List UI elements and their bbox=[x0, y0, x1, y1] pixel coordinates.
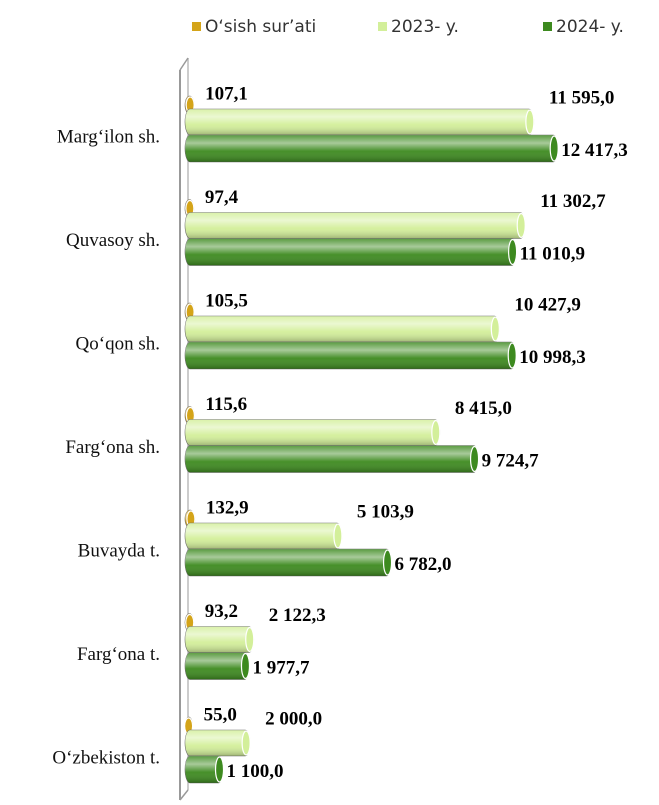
value-label: 115,6 bbox=[205, 394, 247, 415]
value-label: 55,0 bbox=[204, 704, 237, 725]
value-label: 1 100,0 bbox=[227, 761, 284, 782]
legend-swatch bbox=[378, 22, 387, 31]
category-label: Quvasoy sh. bbox=[66, 230, 160, 251]
value-label: 2 122,3 bbox=[269, 605, 326, 626]
legend-label: 2023- y. bbox=[391, 17, 459, 37]
value-label: 93,2 bbox=[205, 601, 238, 622]
bar-cap bbox=[507, 342, 517, 369]
value-label: 11 010,9 bbox=[520, 243, 585, 264]
bar-shine bbox=[185, 523, 342, 549]
legend-swatch bbox=[192, 22, 201, 31]
bar-shine bbox=[185, 652, 250, 680]
bar-cap bbox=[490, 316, 500, 342]
category-label: Buvayda t. bbox=[78, 540, 160, 561]
value-label: 11 595,0 bbox=[549, 87, 614, 108]
value-label: 8 415,0 bbox=[455, 398, 512, 419]
bar-shine bbox=[185, 756, 224, 783]
value-label: 9 724,7 bbox=[482, 450, 539, 471]
bar-cap bbox=[431, 419, 441, 446]
category-label: Qo‘qon sh. bbox=[76, 333, 160, 354]
bar-cap bbox=[508, 238, 518, 266]
bar-cap bbox=[214, 756, 225, 783]
value-label: 97,4 bbox=[205, 187, 239, 208]
category-label: Marg‘ilon sh. bbox=[57, 126, 160, 147]
legend-label: O‘sish sur’ati bbox=[205, 17, 316, 37]
bar-cap bbox=[469, 445, 480, 473]
bar-shine bbox=[185, 316, 500, 342]
value-label: 10 427,9 bbox=[514, 294, 581, 315]
value-label: 1 977,7 bbox=[252, 657, 309, 678]
bar-cap bbox=[382, 549, 393, 576]
bar-cap bbox=[240, 652, 251, 680]
value-label: 11 302,7 bbox=[540, 191, 606, 212]
value-label: 12 417,3 bbox=[561, 140, 628, 161]
bar-cap bbox=[333, 523, 343, 549]
category-label: O‘zbekiston t. bbox=[52, 747, 160, 768]
value-label: 107,1 bbox=[205, 83, 248, 104]
bar-shine bbox=[185, 626, 254, 653]
legend-label: 2024- y. bbox=[556, 17, 624, 37]
bar-shine bbox=[185, 730, 251, 756]
bar-shine bbox=[185, 135, 559, 162]
value-label: 105,5 bbox=[205, 290, 248, 311]
value-label: 5 103,9 bbox=[357, 501, 414, 522]
bar-shine bbox=[185, 342, 517, 369]
bar-cap bbox=[549, 135, 559, 162]
bar-cap bbox=[241, 730, 251, 756]
bar-shine bbox=[185, 238, 517, 266]
category-label: Farg‘ona sh. bbox=[65, 437, 160, 458]
legend-swatch bbox=[543, 22, 552, 31]
category-label: Farg‘ona t. bbox=[77, 644, 160, 665]
value-label: 10 998,3 bbox=[519, 347, 586, 368]
value-label: 132,9 bbox=[206, 497, 249, 518]
bar-cap bbox=[516, 212, 526, 239]
value-label: 2 000,0 bbox=[265, 708, 322, 729]
bar-shine bbox=[185, 212, 526, 239]
bar-shine bbox=[185, 549, 392, 576]
bar-shine bbox=[185, 109, 534, 135]
bar-cap bbox=[245, 626, 255, 653]
bar-shine bbox=[185, 445, 479, 473]
bar-cap bbox=[525, 109, 535, 135]
bar-shine bbox=[185, 419, 440, 446]
value-label: 6 782,0 bbox=[395, 554, 452, 575]
